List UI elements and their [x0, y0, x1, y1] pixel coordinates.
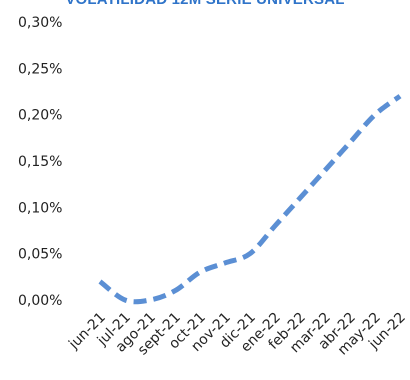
y-tick-label: 0,00% — [18, 293, 62, 309]
y-tick-label: 0,05% — [18, 247, 62, 263]
y-tick-label: 0,10% — [18, 200, 62, 216]
series — [98, 94, 402, 305]
y-tick-label: 0,15% — [18, 154, 62, 170]
x-axis: jun-21jul-21ago-21sept-21oct-21nov-21dic… — [65, 310, 408, 359]
y-tick-label: 0,30% — [18, 15, 62, 31]
chart-title: VOLATILIDAD 12M SERIE UNIVERSAL — [0, 0, 410, 8]
data-point — [348, 140, 352, 144]
y-tick-label: 0,25% — [18, 61, 62, 77]
series-line — [98, 94, 402, 305]
y-tick-label: 0,20% — [18, 108, 62, 124]
y-axis: 0,00% 0,05% 0,10% 0,15% 0,20% 0,25% 0,30% — [18, 15, 62, 309]
data-point — [148, 298, 152, 302]
